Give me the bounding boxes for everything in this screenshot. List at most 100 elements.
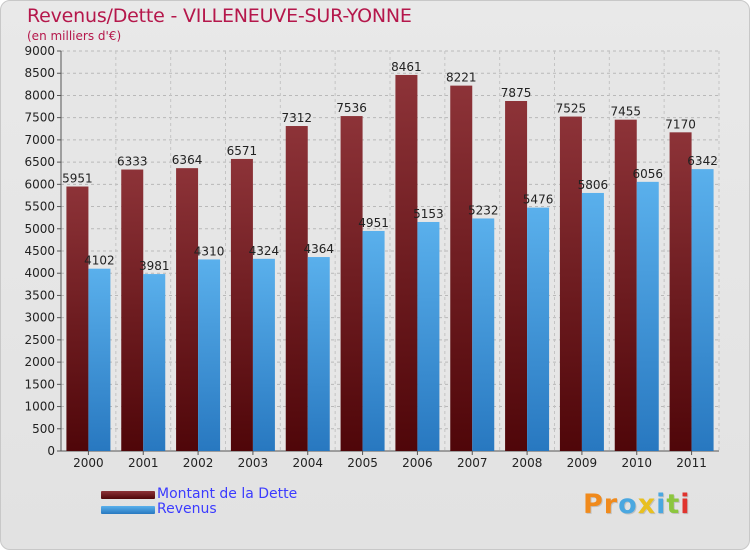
bar-dette (121, 169, 144, 452)
y-tick-label: 5000 (24, 222, 55, 236)
y-tick-label: 6500 (24, 155, 55, 169)
bar-revenus (307, 257, 330, 451)
bar-revenus (527, 207, 550, 451)
bar-revenus (362, 230, 385, 451)
chart-subtitle: (en milliers d'€) (27, 29, 122, 43)
bar-dette (614, 119, 637, 452)
data-labels: 5951 4102 6333 3981 6364 4310 6571 4324 7312 4364… (62, 60, 718, 273)
bar-dette (450, 85, 473, 451)
data-label-revenus: 5476 (523, 193, 554, 207)
bar-dette (395, 74, 418, 451)
x-tick-label: 2005 (347, 456, 378, 470)
legend-swatch-revenus (101, 505, 155, 514)
logo-letter: r (603, 489, 619, 520)
logo-letter: i (680, 489, 691, 520)
data-label-revenus: 5806 (578, 178, 609, 192)
legend-swatch-dette (101, 490, 155, 499)
bar-dette (505, 101, 528, 451)
data-label-revenus: 5153 (413, 207, 444, 221)
x-tick-label: 2009 (567, 456, 598, 470)
data-label-dette: 7525 (556, 102, 587, 116)
data-label-dette: 5951 (62, 172, 93, 186)
data-label-revenus: 6056 (632, 167, 663, 181)
bar-dette (285, 126, 308, 452)
y-tick-label: 1500 (24, 377, 55, 391)
data-label-revenus: 3981 (139, 259, 170, 273)
logo-letter: t (666, 489, 681, 520)
x-tick-label: 2011 (676, 456, 707, 470)
y-tick-label: 1000 (24, 400, 55, 414)
data-label-revenus: 4364 (303, 242, 334, 256)
legend-label-revenus: Revenus (157, 501, 217, 517)
y-tick-label: 2500 (24, 333, 55, 347)
data-label-dette: 7875 (501, 86, 532, 100)
x-tick-label: 2007 (457, 456, 488, 470)
bar-dette (66, 186, 89, 451)
y-tick-label: 500 (32, 422, 55, 436)
y-tick-label: 3500 (24, 288, 55, 302)
bar-dette (230, 158, 253, 451)
bar-revenus (198, 259, 221, 451)
y-tick-label: 4500 (24, 244, 55, 258)
y-tick-label: 0 (47, 444, 55, 458)
logo-letter: i (656, 489, 667, 520)
data-label-dette: 7536 (336, 101, 367, 115)
bar-revenus (472, 218, 495, 451)
y-tick-label: 7000 (24, 133, 55, 147)
data-label-dette: 8221 (446, 71, 477, 85)
y-tick-label: 3000 (24, 311, 55, 325)
logo-letter: o (618, 489, 638, 520)
x-tick-label: 2001 (128, 456, 159, 470)
data-label-revenus: 4324 (249, 244, 280, 258)
bar-revenus (252, 258, 275, 451)
data-label-dette: 7170 (665, 117, 696, 131)
bar-dette (340, 116, 363, 452)
data-label-dette: 6571 (227, 144, 258, 158)
proxiti-logo: Proxiti (583, 489, 691, 520)
logo-letter: x (637, 489, 657, 520)
bar-revenus (636, 181, 659, 451)
data-label-revenus: 5232 (468, 203, 499, 217)
y-tick-label: 6000 (24, 177, 55, 191)
axes: 0 500 1000 1500 2000 2500 3000 3500 4000 4500 5000… (24, 44, 719, 470)
y-tick-label: 9000 (24, 44, 55, 58)
legend-label-dette: Montant de la Dette (157, 486, 298, 502)
bar-revenus (88, 268, 111, 451)
x-tick-label: 2000 (73, 456, 104, 470)
bar-dette (176, 168, 199, 451)
x-tick-label: 2006 (402, 456, 433, 470)
x-tick-label: 2008 (512, 456, 543, 470)
data-label-revenus: 6342 (687, 154, 718, 168)
bar-dette (669, 132, 692, 452)
data-label-revenus: 4310 (194, 244, 225, 258)
grid-lines (60, 50, 720, 452)
chart-title: Revenus/Dette - VILLENEUVE-SUR-YONNE (27, 5, 412, 27)
y-tick-label: 7500 (24, 111, 55, 125)
data-label-dette: 6364 (172, 153, 203, 167)
x-tick-label: 2004 (292, 456, 323, 470)
data-label-dette: 7455 (610, 105, 641, 119)
x-tick-label: 2010 (621, 456, 652, 470)
bars (66, 74, 714, 452)
bar-revenus (581, 192, 604, 451)
data-label-dette: 8461 (391, 60, 422, 74)
legend-item-revenus: Revenus (101, 502, 297, 517)
x-tick-label: 2002 (183, 456, 214, 470)
data-label-revenus: 4951 (358, 216, 389, 230)
x-tick-label: 2003 (238, 456, 269, 470)
bar-revenus (143, 274, 166, 451)
data-label-revenus: 4102 (84, 254, 115, 268)
data-label-dette: 7312 (281, 111, 312, 125)
y-tick-label: 8500 (24, 66, 55, 80)
y-tick-label: 4000 (24, 266, 55, 280)
y-tick-label: 5500 (24, 200, 55, 214)
bar-revenus (417, 221, 440, 451)
logo-letter: P (583, 489, 604, 520)
y-tick-label: 8000 (24, 88, 55, 102)
legend-item-dette: Montant de la Dette (101, 487, 297, 502)
bar-dette (559, 116, 582, 452)
data-label-dette: 6333 (117, 155, 148, 169)
bar-revenus (691, 169, 714, 451)
